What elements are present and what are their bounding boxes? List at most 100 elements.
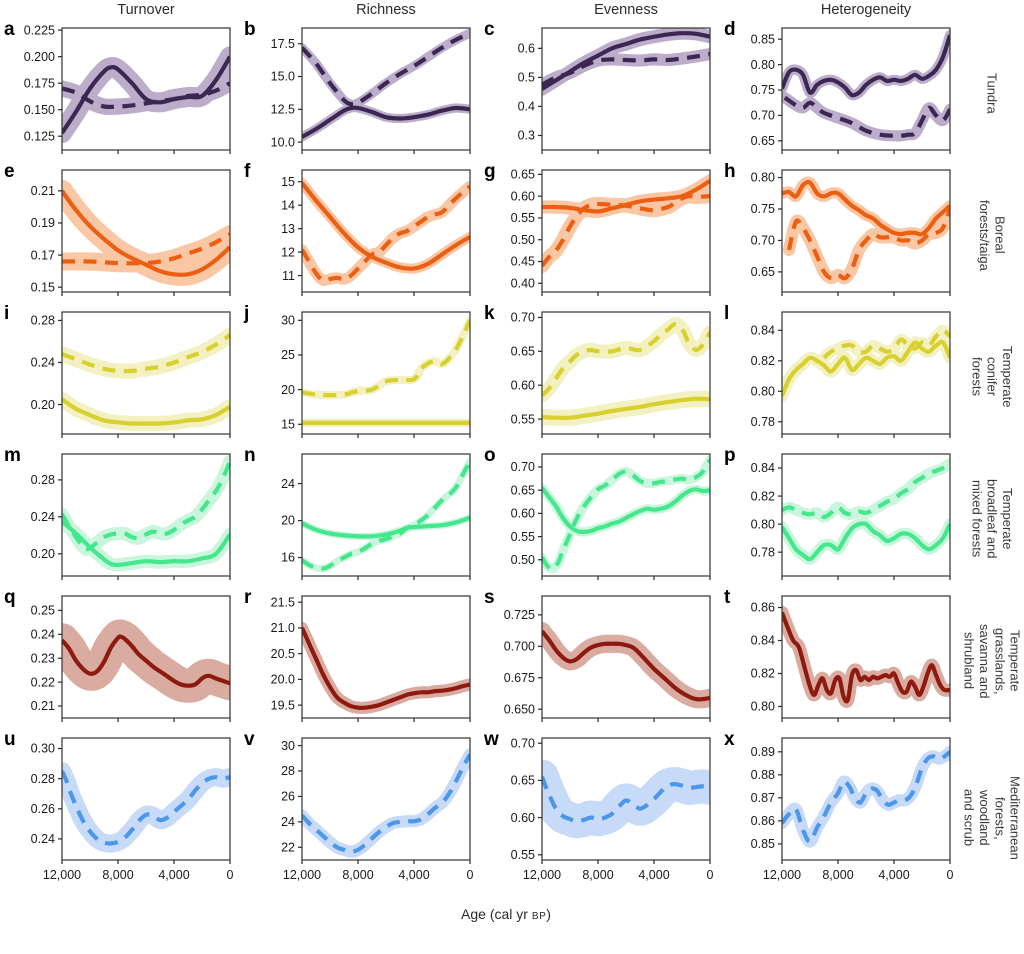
panel-letter-k: k [484, 303, 495, 324]
svg-text:0.70: 0.70 [751, 109, 775, 123]
svg-text:0.60: 0.60 [511, 811, 535, 825]
svg-text:0.700: 0.700 [504, 640, 535, 654]
chart-j: 15 20 25 30 [281, 311, 471, 438]
panel-letter-g: g [484, 161, 496, 182]
figure-row-1: e 0.15 0.17 0.19 0.21 f 11 12 13 14 15 g 0.40 0.45 0.5… [0, 161, 1024, 306]
panel-c: c 0.3 0.4 0.5 0.6 [480, 19, 720, 164]
svg-text:0.80: 0.80 [751, 385, 775, 399]
x-axis-label-bp: BP [531, 911, 547, 922]
row-label-text: Tundra [984, 72, 1000, 114]
row-label-text: Mediterranean forests, woodland and scru… [961, 776, 1023, 860]
svg-text:0.82: 0.82 [751, 667, 775, 681]
chart-c: 0.3 0.4 0.5 0.6 [518, 27, 711, 154]
panel-letter-n: n [244, 445, 256, 466]
svg-text:0.88: 0.88 [751, 768, 775, 782]
svg-text:0.70: 0.70 [511, 460, 535, 474]
svg-text:0.20: 0.20 [31, 547, 55, 561]
x-axis-label: Age (cal yr BP) [0, 906, 960, 922]
panel-letter-d: d [724, 19, 736, 40]
figure-row-0: a 0.125 0.150 0.175 0.200 0.225 b 10.0 12.5 15.0 1… [0, 19, 1024, 164]
svg-text:0.725: 0.725 [504, 608, 535, 622]
svg-text:0.3: 0.3 [518, 129, 535, 143]
panel-l: l 0.78 0.80 0.82 0.84 [720, 303, 960, 448]
svg-text:0.84: 0.84 [751, 634, 775, 648]
column-titles: Turnover Richness Evenness Heterogeneity [0, 2, 1024, 22]
figure-row-3: m 0.20 0.24 0.28 n 16 20 24 o 0.50 0.55 0.60 0.65 0.7… [0, 445, 1024, 590]
panel-d: d 0.65 0.70 0.75 0.80 0.85 [720, 19, 960, 164]
svg-text:0.55: 0.55 [511, 412, 535, 426]
svg-text:0.70: 0.70 [511, 736, 535, 750]
svg-text:0.125: 0.125 [24, 129, 55, 143]
svg-text:12,000: 12,000 [43, 868, 81, 882]
row-label-2: Temperate conifer forests [960, 306, 1024, 448]
svg-text:0.17: 0.17 [31, 248, 55, 262]
svg-text:24: 24 [281, 477, 295, 491]
panel-x: x 0.85 0.86 0.87 0.88 0.89 12,000 8,000 4,000 0 [720, 729, 960, 904]
column-title-turnover: Turnover [117, 2, 175, 18]
panel-h: h 0.65 0.70 0.75 0.80 [720, 161, 960, 306]
svg-text:0.50: 0.50 [511, 553, 535, 567]
chart-w: 0.55 0.60 0.65 0.70 12,000 8,000 4,000 0 [511, 736, 714, 882]
svg-text:0.28: 0.28 [31, 772, 55, 786]
svg-text:0.89: 0.89 [751, 745, 775, 759]
row-label-0: Tundra [960, 22, 1024, 164]
chart-x: 0.85 0.86 0.87 0.88 0.89 12,000 8,000 4,000 0 [751, 737, 954, 882]
svg-text:21.0: 21.0 [271, 621, 295, 635]
svg-text:19.5: 19.5 [271, 698, 295, 712]
svg-text:0.19: 0.19 [31, 216, 55, 230]
chart-d: 0.65 0.70 0.75 0.80 0.85 [751, 27, 951, 154]
panel-f: f 11 12 13 14 15 [240, 161, 480, 306]
svg-text:8,000: 8,000 [342, 868, 373, 882]
panel-letter-w: w [484, 729, 499, 750]
panel-letter-x: x [724, 729, 735, 750]
chart-v: 22 24 26 28 30 12,000 8,000 4,000 0 [281, 737, 474, 882]
row-label-3: Temperate broadleaf and mixed forests [960, 448, 1024, 590]
svg-text:0.150: 0.150 [24, 103, 55, 117]
svg-text:0.70: 0.70 [751, 234, 775, 248]
chart-l: 0.78 0.80 0.82 0.84 [751, 311, 951, 438]
panel-j: j 15 20 25 30 [240, 303, 480, 448]
svg-text:12,000: 12,000 [523, 868, 561, 882]
panel-k: k 0.55 0.60 0.65 0.70 [480, 303, 720, 448]
svg-text:0.24: 0.24 [31, 510, 55, 524]
svg-text:0.30: 0.30 [31, 742, 55, 756]
svg-text:0.80: 0.80 [751, 171, 775, 185]
panel-letter-i: i [4, 303, 10, 324]
svg-text:8,000: 8,000 [822, 868, 853, 882]
panel-q: q 0.21 0.22 0.23 0.24 0.25 [0, 587, 240, 732]
svg-text:14: 14 [281, 198, 295, 212]
svg-text:0: 0 [467, 868, 474, 882]
svg-text:0.24: 0.24 [31, 627, 55, 641]
panel-letter-p: p [724, 445, 736, 466]
svg-text:0.175: 0.175 [24, 76, 55, 90]
panel-letter-j: j [244, 303, 250, 324]
panel-b: b 10.0 12.5 15.0 17.5 [240, 19, 480, 164]
svg-text:12,000: 12,000 [763, 868, 801, 882]
svg-text:0.60: 0.60 [511, 189, 535, 203]
panel-letter-v: v [244, 729, 255, 750]
svg-text:20.0: 20.0 [271, 673, 295, 687]
panel-a: a 0.125 0.150 0.175 0.200 0.225 [0, 19, 240, 164]
panel-v: v 22 24 26 28 30 12,000 8,000 4,000 0 [240, 729, 480, 904]
svg-text:0.40: 0.40 [511, 276, 535, 290]
svg-text:0.20: 0.20 [31, 398, 55, 412]
chart-r: 19.5 20.0 20.5 21.0 21.5 [271, 595, 471, 722]
panel-g: g 0.40 0.45 0.50 0.55 0.60 0.65 [480, 161, 720, 306]
panel-n: n 16 20 24 [240, 445, 480, 590]
svg-text:0.65: 0.65 [751, 265, 775, 279]
column-title-richness: Richness [356, 2, 416, 18]
svg-text:0.78: 0.78 [751, 545, 775, 559]
svg-text:0.65: 0.65 [511, 345, 535, 359]
svg-text:0.70: 0.70 [511, 311, 535, 325]
svg-text:0.28: 0.28 [31, 314, 55, 328]
svg-text:0.24: 0.24 [31, 832, 55, 846]
svg-text:0.22: 0.22 [31, 675, 55, 689]
svg-text:0.78: 0.78 [751, 415, 775, 429]
svg-text:0.55: 0.55 [511, 530, 535, 544]
chart-a: 0.125 0.150 0.175 0.200 0.225 [24, 23, 231, 154]
chart-e: 0.15 0.17 0.19 0.21 [31, 169, 231, 296]
svg-text:0.86: 0.86 [751, 814, 775, 828]
column-title-evenness: Evenness [594, 2, 658, 18]
svg-text:12: 12 [281, 245, 295, 259]
svg-text:0: 0 [227, 868, 234, 882]
